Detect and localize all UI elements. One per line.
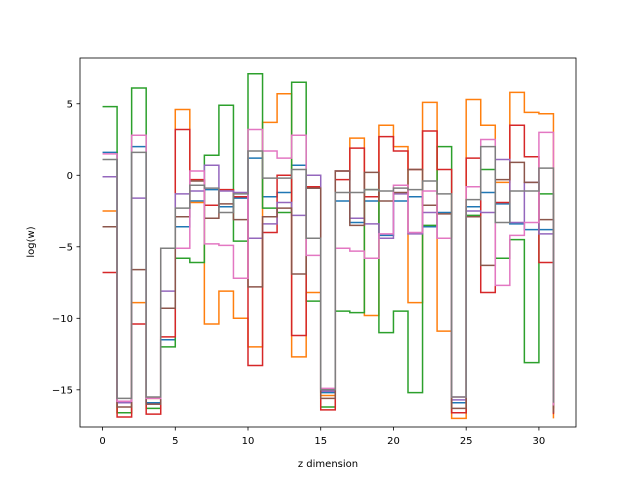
y-axis-label: log(w) (26, 226, 37, 257)
series-layer (102, 72, 555, 420)
y-tick-label: 5 (67, 99, 73, 110)
axes-frame (79, 57, 577, 428)
y-tick-label: −10 (52, 314, 73, 325)
plot-area (79, 57, 577, 428)
x-tick-label: 30 (533, 436, 546, 447)
x-axis-label: z dimension (298, 459, 358, 470)
y-tick-label: −15 (52, 385, 73, 396)
x-tick-label: 5 (172, 436, 178, 447)
x-tick-label: 20 (387, 436, 400, 447)
x-tick-label: 10 (242, 436, 255, 447)
y-tick-label: −5 (58, 242, 73, 253)
x-tick-label: 0 (99, 436, 105, 447)
x-tick-label: 15 (314, 436, 327, 447)
y-tick-label: 0 (67, 171, 73, 182)
series-line-6 (102, 161, 555, 413)
y-axis: −15 −10 −5 0 5 (52, 99, 80, 396)
x-axis: 0 5 10 15 20 25 30 (99, 427, 545, 447)
axes-background (80, 58, 576, 427)
series-line-1 (102, 145, 555, 404)
x-tick-label: 25 (460, 436, 473, 447)
series-line-8 (102, 145, 555, 403)
